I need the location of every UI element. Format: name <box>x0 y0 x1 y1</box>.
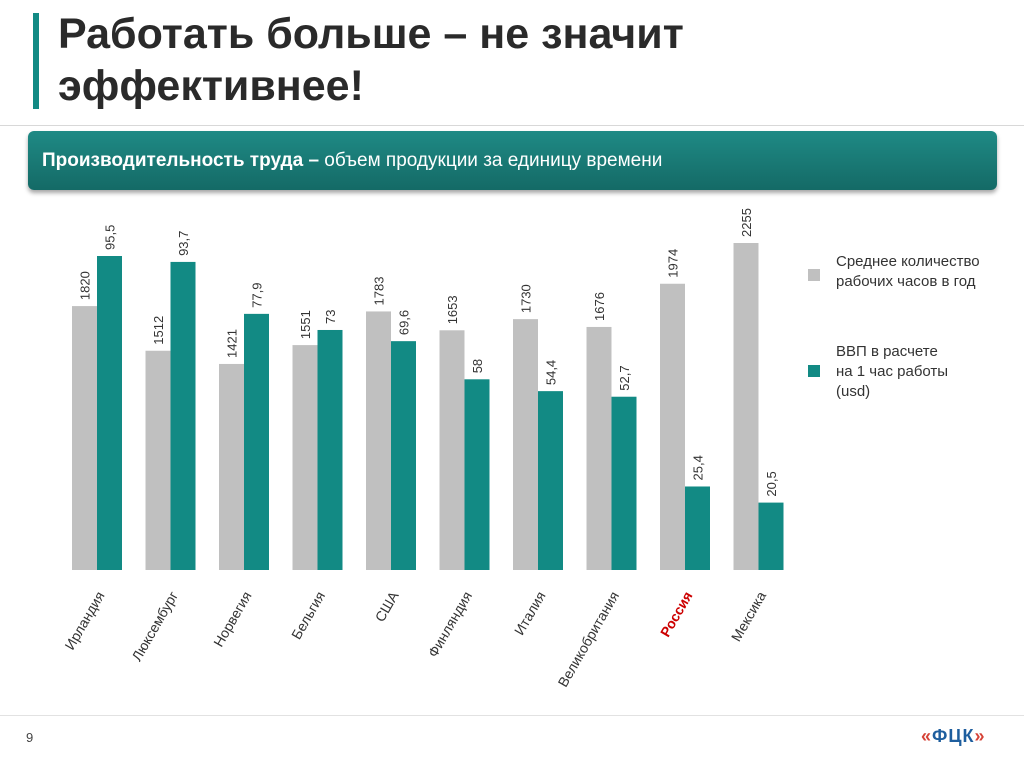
gdp-value-label-2: 93,7 <box>176 231 191 256</box>
hours-bar-7 <box>513 319 538 570</box>
gdp-value-label-10: 20,5 <box>764 471 779 496</box>
slide-title-line1: Работать больше – не значит <box>58 10 684 58</box>
legend-label-hours: Среднее количество рабочих часов в год <box>836 253 980 290</box>
hours-bar-4 <box>292 345 318 570</box>
gdp-value-label-4: 73 <box>323 310 338 324</box>
category-label-7: Италия <box>511 589 549 638</box>
hours-value-label-10: 2255 <box>739 208 754 237</box>
gdp-value-label-1: 95,5 <box>103 225 118 250</box>
hours-value-label-6: 1653 <box>445 295 460 324</box>
logo-text: ФЦК <box>932 726 975 746</box>
category-label-4: Бельгия <box>288 589 328 642</box>
gdp-value-label-9: 25,4 <box>691 455 706 480</box>
hours-bar-1 <box>72 306 97 570</box>
gdp-bar-3 <box>244 313 269 570</box>
hours-value-label-9: 1974 <box>666 249 681 278</box>
gdp-bar-1 <box>97 256 122 570</box>
footer-divider <box>0 715 1024 716</box>
gdp-value-label-6: 58 <box>470 359 485 373</box>
hours-value-label-7: 1730 <box>519 284 534 313</box>
category-label-2: Люксембург <box>128 589 181 664</box>
hours-value-label-2: 1512 <box>151 316 166 345</box>
title-accent-bar <box>33 13 39 109</box>
gdp-value-label-7: 54,4 <box>544 360 559 385</box>
gdp-bar-4 <box>317 329 343 570</box>
hours-bar-9 <box>660 283 685 570</box>
category-label-8: Великобритания <box>554 589 622 690</box>
definition-banner: Производительность труда – объем продукц… <box>28 131 997 190</box>
hours-bar-3 <box>219 363 244 570</box>
page-number: 9 <box>26 730 34 745</box>
banner-term: Производительность труда – <box>42 150 320 171</box>
gdp-value-label-8: 52,7 <box>617 365 632 390</box>
bar-chart: 1820 95,5 Ирландия 1512 93,7 Люксембург 1421 77… <box>61 208 784 690</box>
category-label-9: Россия <box>657 589 696 640</box>
category-label-10: Мексика <box>728 588 769 644</box>
category-label-6: Финляндия <box>425 589 475 660</box>
hours-bar-10 <box>733 243 759 570</box>
hours-value-label-1: 1820 <box>78 271 93 300</box>
hours-value-label-5: 1783 <box>372 277 387 306</box>
legend-swatch-hours <box>808 269 820 281</box>
hours-value-label-8: 1676 <box>592 292 607 321</box>
gdp-value-label-3: 77,9 <box>250 283 265 308</box>
hours-bar-5 <box>366 311 391 570</box>
gdp-bar-5 <box>391 341 416 570</box>
title-divider <box>0 125 1024 126</box>
gdp-value-label-5: 69,6 <box>397 310 412 335</box>
gdp-bar-9 <box>685 486 710 570</box>
gdp-bar-6 <box>464 379 490 570</box>
category-label-1: Ирландия <box>61 589 107 653</box>
category-label-5: США <box>372 588 402 625</box>
gdp-bar-7 <box>538 391 563 570</box>
slide-title-line2: эффективнее! <box>58 62 364 110</box>
hours-bar-6 <box>439 330 465 570</box>
hours-bar-8 <box>586 326 612 570</box>
company-logo: «ФЦК» <box>921 726 986 746</box>
gdp-bar-2 <box>170 261 196 570</box>
category-label-3: Норвегия <box>210 589 254 650</box>
hours-value-label-4: 1551 <box>298 310 313 339</box>
banner-definition: объем продукции за единицу времени <box>319 150 663 171</box>
slide-title: Работать больше – не значит эффективнее! <box>58 8 958 112</box>
legend-label-gdp: ВВП в расчете на 1 час работы (usd) <box>836 343 949 400</box>
hours-value-label-3: 1421 <box>225 329 240 358</box>
gdp-bar-10 <box>758 502 784 570</box>
hours-bar-2 <box>145 350 171 570</box>
gdp-bar-8 <box>611 396 637 570</box>
legend-swatch-gdp <box>808 365 820 377</box>
